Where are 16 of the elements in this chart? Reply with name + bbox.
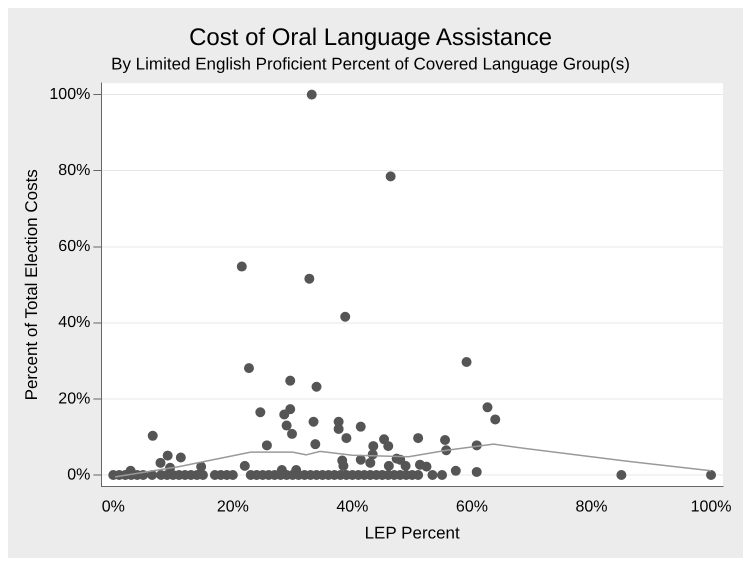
x-tick-label: 0% [102,498,125,516]
y-axis-title: Percent of Total Election Costs [22,169,41,400]
y-tick-label: 0% [67,466,90,484]
x-tick-label: 20% [216,498,249,516]
x-tick-label: 100% [690,498,732,516]
x-tick-label: 80% [575,498,608,516]
x-axis-title: LEP Percent [364,523,460,542]
y-tick-label: 20% [58,390,90,408]
y-tick-label: 40% [58,314,90,332]
x-tick-label: 60% [456,498,488,516]
chart-title: Cost of Oral Language Assistance [189,24,552,52]
y-tick-label: 60% [58,238,90,256]
x-tick-label: 40% [336,498,368,516]
y-tick-label: 100% [49,86,90,104]
chart-subtitle: By Limited English Proficient Percent of Covered Language Group(s) [111,54,630,74]
y-tick-label: 80% [58,162,90,180]
